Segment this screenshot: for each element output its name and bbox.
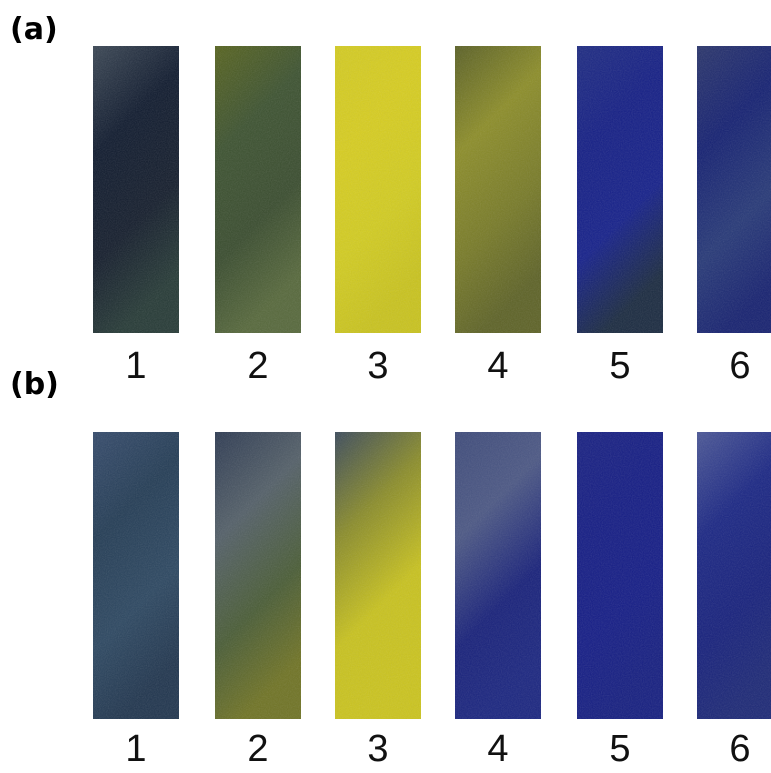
sample-strip-a-5 [577, 46, 663, 333]
sample-strip-b-4 [455, 432, 541, 719]
strip-number-a-5: 5 [609, 345, 631, 387]
sample-strip-a-6 [697, 46, 771, 333]
sample-strip-a-4 [455, 46, 541, 333]
strip-number-a-2: 2 [247, 345, 269, 387]
panel-label-b: (b) [10, 367, 59, 402]
strip-number-a-3: 3 [367, 345, 389, 387]
strip-number-b-3: 3 [367, 728, 389, 770]
strip-number-b-5: 5 [609, 728, 631, 770]
sample-strip-b-1 [93, 432, 179, 719]
sample-strip-a-1 [93, 46, 179, 333]
sample-strip-a-2 [215, 46, 301, 333]
sample-strip-a-3 [335, 46, 421, 333]
strip-number-a-6: 6 [729, 345, 751, 387]
sample-strip-b-5 [577, 432, 663, 719]
strip-number-b-6: 6 [729, 728, 751, 770]
sample-strip-b-3 [335, 432, 421, 719]
sample-strip-b-6 [697, 432, 771, 719]
strip-number-a-4: 4 [487, 345, 509, 387]
strip-number-b-1: 1 [125, 728, 147, 770]
panel-label-a: (a) [10, 12, 58, 47]
sample-strip-b-2 [215, 432, 301, 719]
strip-number-b-2: 2 [247, 728, 269, 770]
strip-number-b-4: 4 [487, 728, 509, 770]
strip-number-a-1: 1 [125, 345, 147, 387]
